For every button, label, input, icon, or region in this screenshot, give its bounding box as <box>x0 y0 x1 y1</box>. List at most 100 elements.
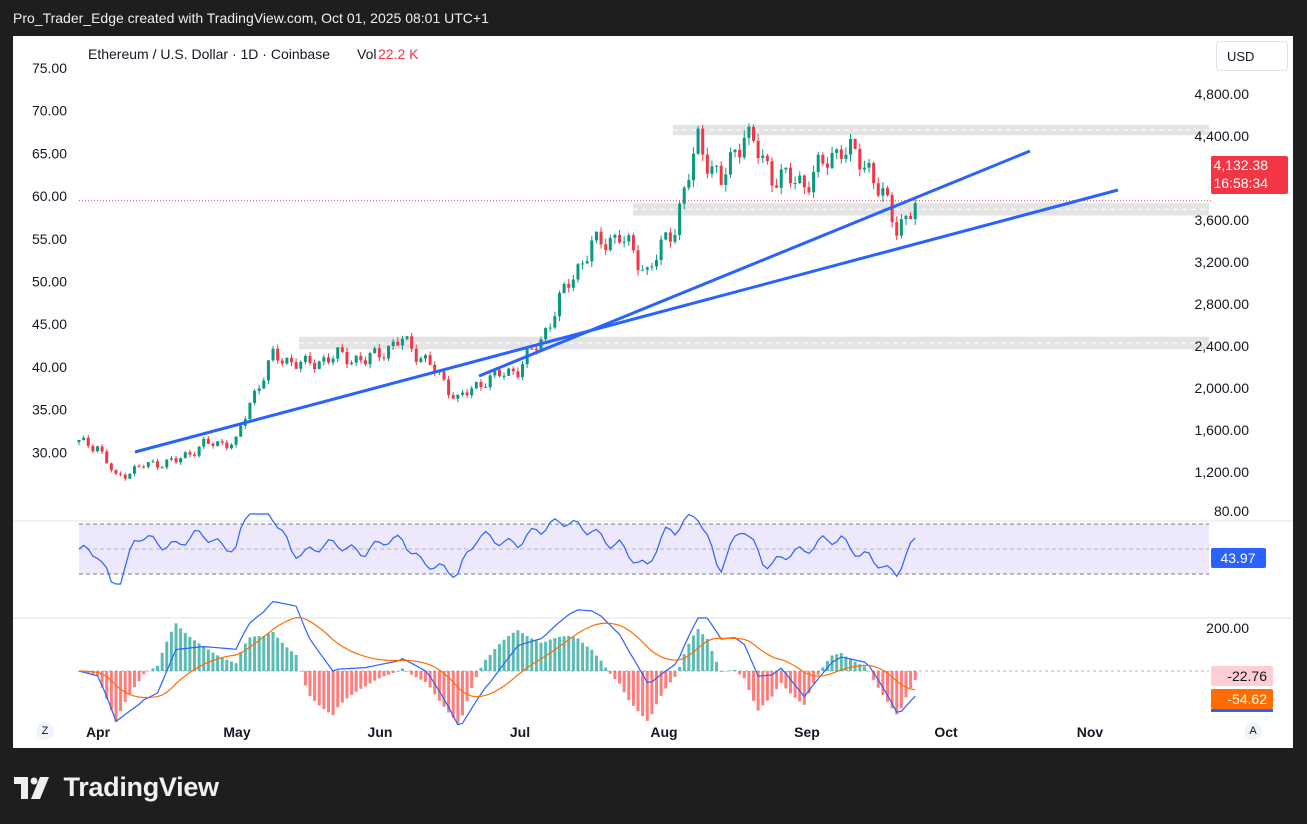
candle-body <box>211 443 215 446</box>
macd-histogram-bar <box>553 638 557 671</box>
candle-body <box>410 336 414 349</box>
candle-body <box>548 327 552 329</box>
macd-histogram-bar <box>631 671 635 706</box>
macd-histogram-bar <box>179 628 183 671</box>
left-axis-label: 75.00 <box>32 60 67 76</box>
candle-body <box>493 369 497 376</box>
macd-histogram-bar <box>156 665 160 671</box>
macd-histogram-bar <box>350 671 354 695</box>
candle-body <box>303 355 307 362</box>
candle-body <box>682 187 686 204</box>
macd-histogram-bar <box>433 671 437 695</box>
macd-histogram-bar <box>460 671 464 716</box>
candle-body <box>470 388 474 396</box>
candle-body <box>557 292 561 317</box>
macd-histogram-bar <box>650 671 654 715</box>
macd-histogram-bar <box>682 654 686 671</box>
macd-histogram-bar <box>724 671 728 672</box>
left-axis-label: 70.00 <box>32 103 67 119</box>
rsi-value-tag <box>1211 548 1266 568</box>
currency-button[interactable]: USD <box>1216 41 1288 71</box>
candle-body <box>123 474 127 479</box>
macd-histogram-bar <box>567 635 571 671</box>
candle-body <box>225 442 229 449</box>
candle-body <box>511 368 515 372</box>
candle-body <box>655 260 658 267</box>
candle-body <box>770 161 774 186</box>
macd-histogram-bar <box>359 671 363 689</box>
macd-histogram-bar <box>728 670 732 672</box>
candle-body <box>691 153 695 181</box>
macd-histogram-bar <box>285 647 289 671</box>
candle-body <box>229 444 233 449</box>
macd-histogram-bar <box>627 671 631 701</box>
candle-body <box>872 162 876 184</box>
macd-histogram-bar <box>497 644 501 671</box>
auto-scale-button[interactable]: A <box>1244 722 1262 740</box>
macd-histogram-bar <box>636 671 640 712</box>
macd-histogram-bar <box>521 633 525 671</box>
macd-histogram-bar <box>396 671 400 672</box>
candle-body <box>858 148 862 170</box>
price-axis-label: 3,600.00 <box>1195 212 1250 228</box>
candle-body <box>904 215 908 220</box>
macd-histogram-bar <box>835 654 839 671</box>
candle-body <box>257 388 261 391</box>
candle-body <box>779 169 783 188</box>
left-axis-label: 40.00 <box>32 359 67 375</box>
macd-histogram-bar <box>373 671 377 681</box>
chart-canvas[interactable]: Ethereum / U.S. Dollar · 1D · Coinbase Vo… <box>13 36 1293 748</box>
candle-body <box>668 232 672 242</box>
rsi-line <box>78 513 916 585</box>
macd-histogram-bar <box>128 671 132 695</box>
candle-body <box>530 348 534 350</box>
macd-histogram-bar <box>474 671 478 678</box>
macd-histogram-bar <box>160 652 164 671</box>
candle-body <box>715 165 719 167</box>
candle-body <box>382 357 386 359</box>
candle-body <box>608 237 612 251</box>
macd-histogram-bar <box>313 671 317 701</box>
candle-body <box>400 338 404 346</box>
candle-body <box>100 446 104 452</box>
candle-body <box>618 234 622 243</box>
candle-body <box>636 250 640 271</box>
left-axis-label: 50.00 <box>32 274 67 290</box>
macd-histogram-bar <box>867 671 871 672</box>
macd-histogram-bar <box>382 671 386 677</box>
candle-body <box>197 446 201 456</box>
candle-body <box>622 241 626 243</box>
macd-histogram-bar <box>253 636 257 671</box>
candle-body <box>710 166 714 174</box>
candle-body <box>553 316 557 328</box>
a-label: A <box>1249 725 1257 737</box>
macd-histogram-bar <box>747 671 751 691</box>
candle-body <box>160 467 164 469</box>
candle-body <box>909 215 913 220</box>
candle-body <box>719 165 723 185</box>
macd-histogram-bar <box>303 671 307 686</box>
candle-body <box>137 466 141 468</box>
candle-body <box>802 175 806 188</box>
candle-body <box>142 466 146 468</box>
macd-histogram-bar <box>354 671 358 692</box>
candle-body <box>756 140 760 158</box>
candle-body <box>95 446 99 452</box>
time-axis-label: Oct <box>934 724 958 740</box>
candle-body <box>631 235 635 251</box>
zoom-reset-button[interactable]: Z <box>36 722 54 740</box>
chart-panel[interactable]: Ethereum / U.S. Dollar · 1D · Coinbase Vo… <box>13 36 1293 748</box>
candle-body <box>336 347 340 359</box>
macd-histogram-bar <box>456 671 460 724</box>
macd-histogram-bar <box>839 653 843 671</box>
candle-body <box>585 261 589 264</box>
macd-histogram-bar <box>673 671 677 677</box>
macd-histogram-bar <box>114 671 118 722</box>
macd-histogram-bar <box>594 655 598 671</box>
macd-histogram-bar <box>294 654 298 671</box>
macd-histogram-bar <box>581 642 585 671</box>
candle-body <box>262 380 266 389</box>
macd-histogram-bar <box>802 671 806 705</box>
macd-histogram-bar <box>470 671 474 689</box>
macd-histogram-bar <box>465 671 469 701</box>
